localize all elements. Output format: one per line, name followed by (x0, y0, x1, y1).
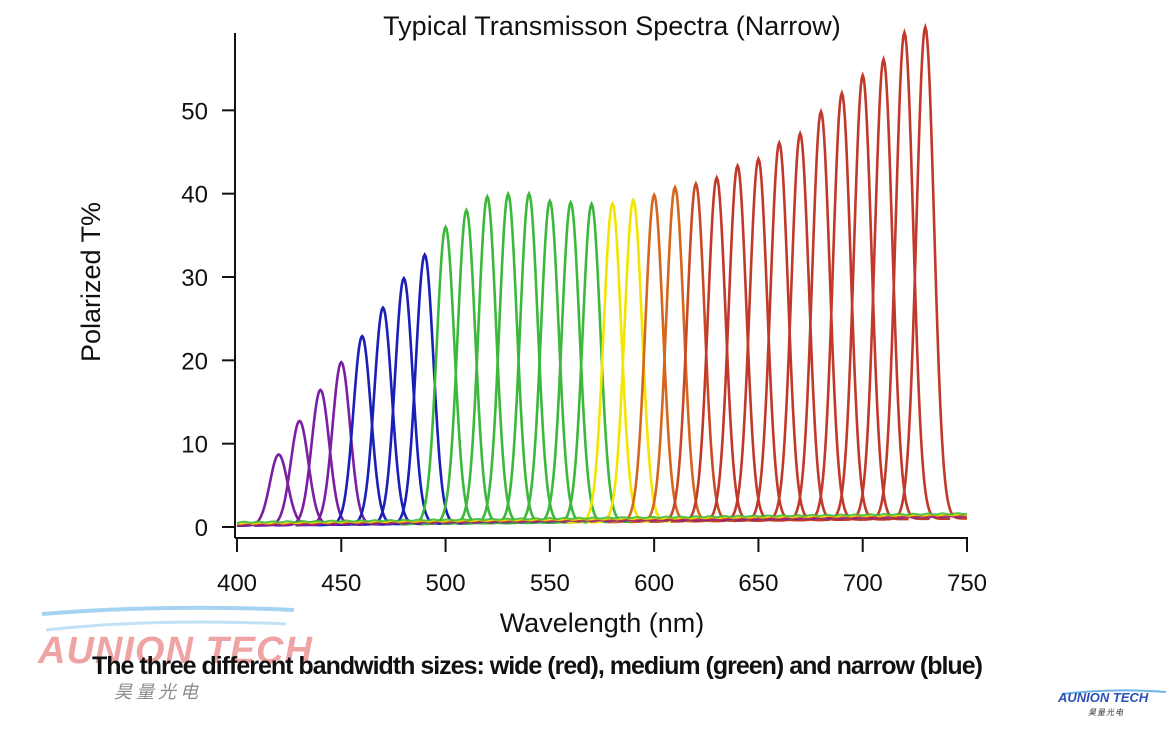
x-tick-label: 400 (217, 570, 257, 597)
x-ticks: 400 450 500 550 600 650 700 750 (217, 538, 987, 597)
x-tick-label: 650 (738, 570, 778, 597)
y-axis-label: Polarized T% (76, 202, 106, 362)
y-tick-label: 10 (181, 432, 208, 459)
watermark-name: AUNION TECH (38, 630, 313, 672)
watermark-swoosh-icon (41, 605, 295, 632)
watermark-cn: 昊量光电 (114, 682, 202, 703)
x-tick-label: 750 (947, 570, 987, 597)
plot-area (236, 22, 968, 528)
x-tick-label: 600 (634, 570, 674, 597)
x-tick-label: 700 (843, 570, 883, 597)
chart-title: Typical Transmisson Spectra (Narrow) (383, 11, 841, 41)
y-tick-label: 50 (181, 98, 208, 125)
y-tick-label: 30 (181, 265, 208, 292)
corner-logo-swoosh-icon (1061, 689, 1167, 695)
spectra-chart: Typical Transmisson Spectra (Narrow) 400… (76, 11, 987, 638)
x-axis-label: Wavelength (nm) (500, 608, 705, 638)
x-tick-label: 550 (530, 570, 570, 597)
y-ticks: 0 10 20 30 40 50 (181, 98, 235, 542)
corner-logo-cn: 昊量光电 (1088, 708, 1124, 717)
corner-logo: AUNION TECH 昊量光电 (1058, 689, 1168, 730)
y-tick-label: 40 (181, 182, 208, 209)
y-tick-label: 0 (195, 515, 208, 542)
figure-caption: The three different bandwidth sizes: wid… (92, 652, 983, 680)
watermark-logo: AUNION TECH 昊量光电 (30, 600, 312, 710)
x-tick-label: 450 (321, 570, 361, 597)
y-tick-label: 20 (181, 348, 208, 375)
corner-logo-name: AUNION TECH (1058, 690, 1149, 705)
baseline-trace (236, 512, 968, 524)
x-tick-label: 500 (426, 570, 466, 597)
